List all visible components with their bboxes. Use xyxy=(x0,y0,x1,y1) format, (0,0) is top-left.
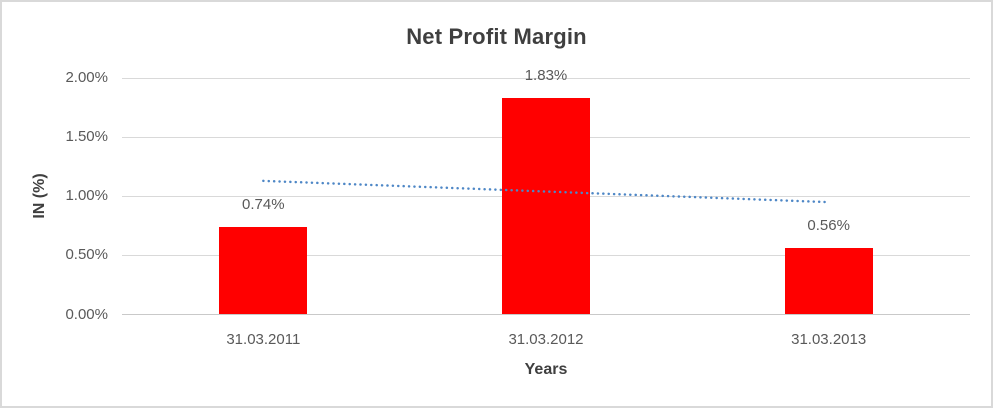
x-axis-line xyxy=(122,314,970,315)
bar-31.03.2011 xyxy=(219,226,308,315)
gridline xyxy=(122,77,970,79)
y-tick-label: 0.50% xyxy=(65,246,108,264)
chart-title: Net Profit Margin xyxy=(406,24,587,49)
bar-31.03.2012 xyxy=(502,98,590,315)
x-tick-label: 31.03.2011 xyxy=(226,331,301,348)
data-label: 0.74% xyxy=(242,195,285,213)
y-tick-label: 1.00% xyxy=(65,187,108,205)
x-axis-title: Years xyxy=(524,361,568,378)
y-tick-label: 0.00% xyxy=(65,305,108,323)
y-tick-label: 1.50% xyxy=(65,128,108,146)
x-tick-label: 31.03.2012 xyxy=(508,331,584,348)
y-tick-label: 2.00% xyxy=(65,69,108,86)
bar-31.03.2013 xyxy=(784,248,873,315)
data-label: 1.83% xyxy=(524,67,568,85)
data-label: 0.56% xyxy=(807,217,850,235)
x-tick-label: 31.03.2013 xyxy=(791,331,867,348)
